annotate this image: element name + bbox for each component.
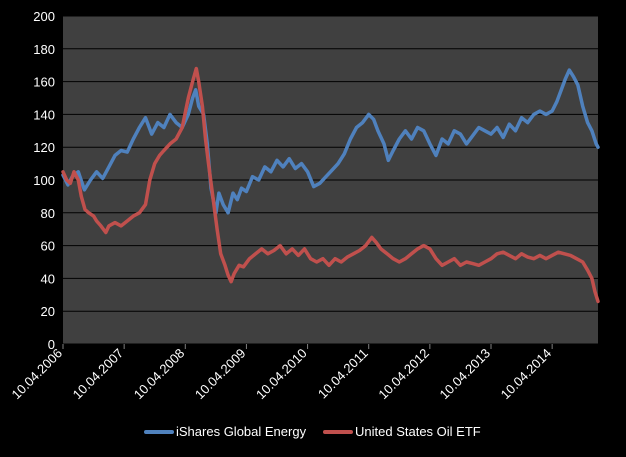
y-tick-label: 160: [33, 75, 55, 90]
y-tick-label: 100: [33, 173, 55, 188]
y-tick-label: 20: [41, 304, 55, 319]
y-tick-label: 80: [41, 206, 55, 221]
y-tick-label: 140: [33, 107, 55, 122]
legend-label-1: United States Oil ETF: [355, 424, 481, 439]
series-group: [61, 66, 600, 304]
series-line-1: [61, 66, 600, 304]
y-tick-label: 0: [48, 337, 55, 352]
series-line-0: [61, 68, 600, 215]
legend: iShares Global Energy United States Oil E…: [144, 424, 481, 439]
y-tick-label: 200: [33, 9, 55, 24]
y-axis: 0 20 40 60 80 100 120 140 160 180 200: [33, 9, 55, 352]
y-tick-label: 40: [41, 271, 55, 286]
y-tick-label: 60: [41, 239, 55, 254]
legend-label-0: iShares Global Energy: [176, 424, 307, 439]
y-tick-label: 120: [33, 140, 55, 155]
gridlines: [63, 15, 598, 345]
y-tick-label: 180: [33, 42, 55, 57]
